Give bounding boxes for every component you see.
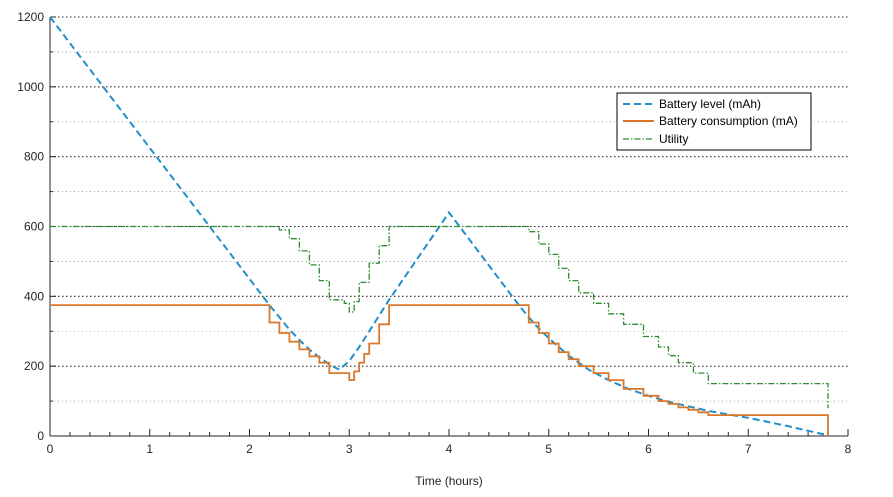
x-tick-label: 3	[346, 442, 353, 456]
y-tick-label: 200	[24, 359, 44, 373]
legend: Battery level (mAh) Battery consumption …	[616, 92, 812, 151]
y-tick-label: 400	[24, 289, 44, 303]
series-battery-consumption-line	[50, 304, 829, 436]
x-axis-label: Time (hours)	[415, 474, 483, 488]
series-utility-line	[50, 225, 829, 409]
y-tick-label: 1000	[17, 80, 44, 94]
x-tick-label: 0	[47, 442, 54, 456]
legend-label-battery-level: Battery level (mAh)	[659, 97, 761, 111]
ticks: 0 200 400 600 800 1000 1200 0 1 2 3 4 5 6 7 8	[17, 10, 851, 456]
grid	[50, 16, 848, 402]
x-tick-label: 2	[246, 442, 253, 456]
y-tick-label: 0	[37, 429, 44, 443]
y-tick-label: 800	[24, 150, 44, 164]
y-tick-label: 600	[24, 220, 44, 234]
x-tick-label: 5	[545, 442, 552, 456]
legend-label-battery-consumption: Battery consumption (mA)	[659, 114, 798, 128]
x-tick-label: 8	[845, 442, 852, 456]
x-tick-label: 1	[146, 442, 153, 456]
legend-label-utility: Utility	[659, 132, 688, 146]
x-tick-label: 4	[446, 442, 453, 456]
series	[49, 16, 829, 437]
x-tick-label: 7	[745, 442, 752, 456]
x-tick-label: 6	[645, 442, 652, 456]
y-tick-label: 1200	[17, 10, 44, 24]
